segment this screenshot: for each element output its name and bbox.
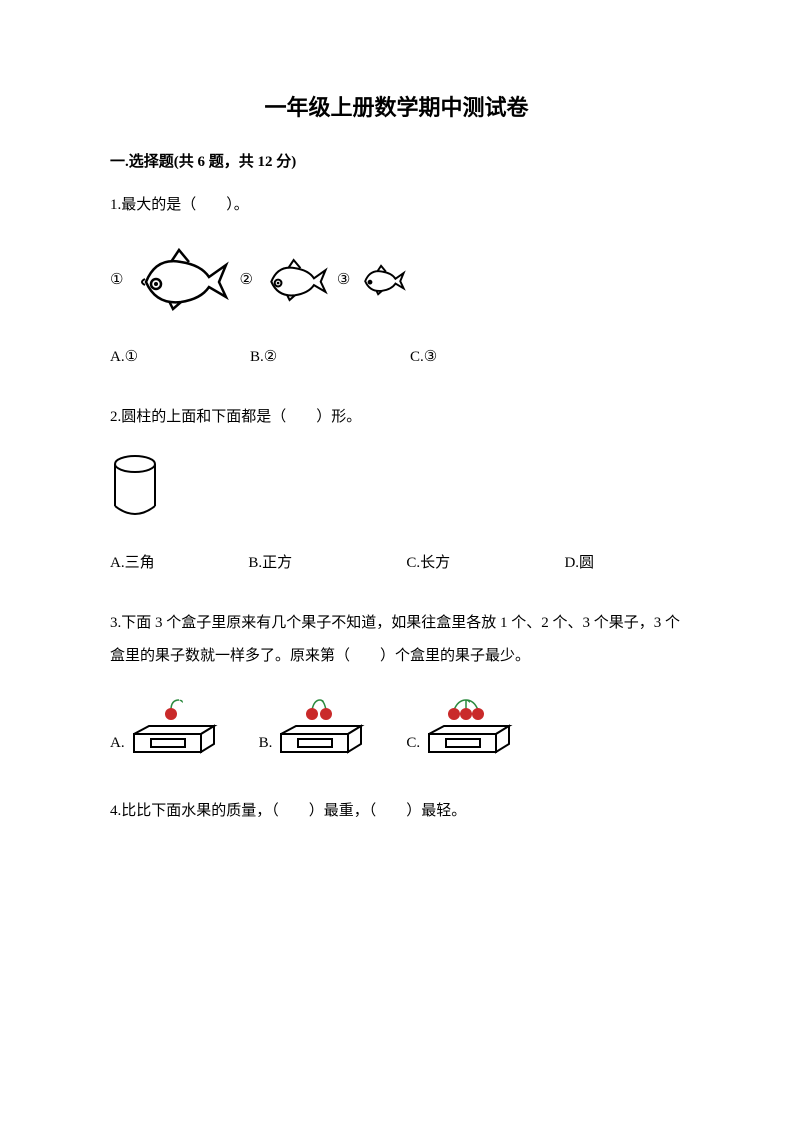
box-three-cherry-icon	[424, 698, 514, 760]
q1-option-a: A.①	[110, 347, 250, 366]
q1-option-b: B.②	[250, 347, 410, 366]
fish-small-icon	[358, 264, 406, 296]
q1-label-1: ①	[110, 270, 123, 289]
section-header: 一.选择题(共 6 题，共 12 分)	[110, 150, 683, 171]
q2-figure	[110, 454, 683, 521]
q3-option-b-wrap: B.	[259, 698, 367, 760]
q2-options: A.三角 B.正方 C.长方 D.圆	[110, 551, 683, 572]
q1-label-3: ③	[337, 270, 350, 289]
cylinder-icon	[110, 454, 160, 516]
q3-option-a-wrap: A.	[110, 698, 219, 760]
q3-text: 3.下面 3 个盒子里原来有几个果子不知道，如果往盒里各放 1 个、2 个、3 …	[110, 607, 683, 673]
q2-text: 2.圆柱的上面和下面都是（ ）形。	[110, 401, 683, 434]
q2-option-b: B.正方	[248, 551, 406, 572]
q3-option-c-label: C.	[406, 735, 420, 760]
q2-option-a: A.三角	[110, 551, 248, 572]
q1-option-c: C.③	[410, 347, 570, 366]
question-2: 2.圆柱的上面和下面都是（ ）形。 A.三角 B.正方 C.长方 D.圆	[110, 401, 683, 572]
fish-large-icon	[131, 247, 231, 312]
box-two-cherry-icon	[276, 698, 366, 760]
question-4: 4.比比下面水果的质量，（ ）最重，（ ）最轻。	[110, 795, 683, 828]
q3-option-c-wrap: C.	[406, 698, 514, 760]
page-title: 一年级上册数学期中测试卷	[110, 90, 683, 122]
q4-text: 4.比比下面水果的质量，（ ）最重，（ ）最轻。	[110, 795, 683, 828]
q2-option-c: C.长方	[406, 551, 564, 572]
fish-medium-icon	[261, 258, 329, 302]
q1-text: 1.最大的是（ ）。	[110, 189, 683, 222]
box-one-cherry-icon	[129, 698, 219, 760]
q3-option-b-label: B.	[259, 735, 273, 760]
q1-label-2: ②	[239, 270, 252, 289]
q3-figures: A. B.	[110, 698, 683, 760]
q1-figures: ① ② ③	[110, 247, 683, 312]
q1-options: A.① B.② C.③	[110, 347, 683, 366]
q2-option-d: D.圆	[564, 551, 683, 572]
q3-option-a-label: A.	[110, 735, 125, 760]
question-3: 3.下面 3 个盒子里原来有几个果子不知道，如果往盒里各放 1 个、2 个、3 …	[110, 607, 683, 760]
question-1: 1.最大的是（ ）。 ① ② ③ A.① B.② C.③	[110, 189, 683, 366]
